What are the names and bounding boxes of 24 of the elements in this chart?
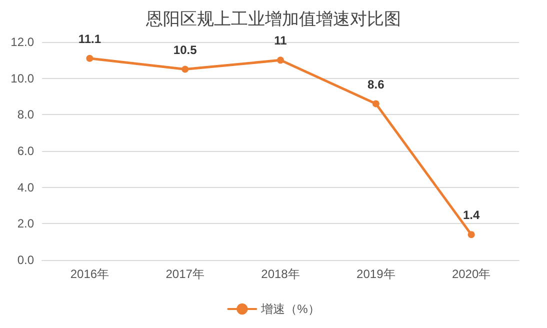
chart-title: 恩阳区规上工业增加值增速对比图	[145, 10, 401, 30]
x-tick-label: 2016年	[70, 267, 110, 281]
data-label: 10.5	[173, 42, 198, 57]
point	[372, 100, 380, 108]
y-tick-label: 12.0	[10, 35, 34, 49]
x-tick-label: 2018年	[261, 267, 300, 281]
legend-label: 增速（%）	[260, 302, 320, 316]
y-tick-label: 4.0	[17, 180, 34, 194]
y-tick-label: 8.0	[17, 108, 34, 122]
data-label: 11.1	[78, 32, 102, 46]
y-tick-label: 2.0	[17, 216, 34, 231]
data-label: 11	[274, 34, 288, 48]
x-tick-label: 2017年	[166, 267, 204, 281]
y-tick-label: 10.0	[10, 71, 34, 86]
point	[182, 66, 189, 73]
y-tick-label: 0.0	[17, 253, 34, 267]
point	[86, 54, 94, 62]
point	[468, 231, 475, 238]
x-tick-label: 2019年	[356, 267, 396, 281]
data-label: 1.4	[462, 208, 480, 222]
y-tick-label: 6.0	[17, 144, 34, 158]
data-label: 8.6	[368, 77, 385, 92]
point	[277, 56, 284, 64]
x-tick-label: 2020年	[452, 267, 491, 281]
